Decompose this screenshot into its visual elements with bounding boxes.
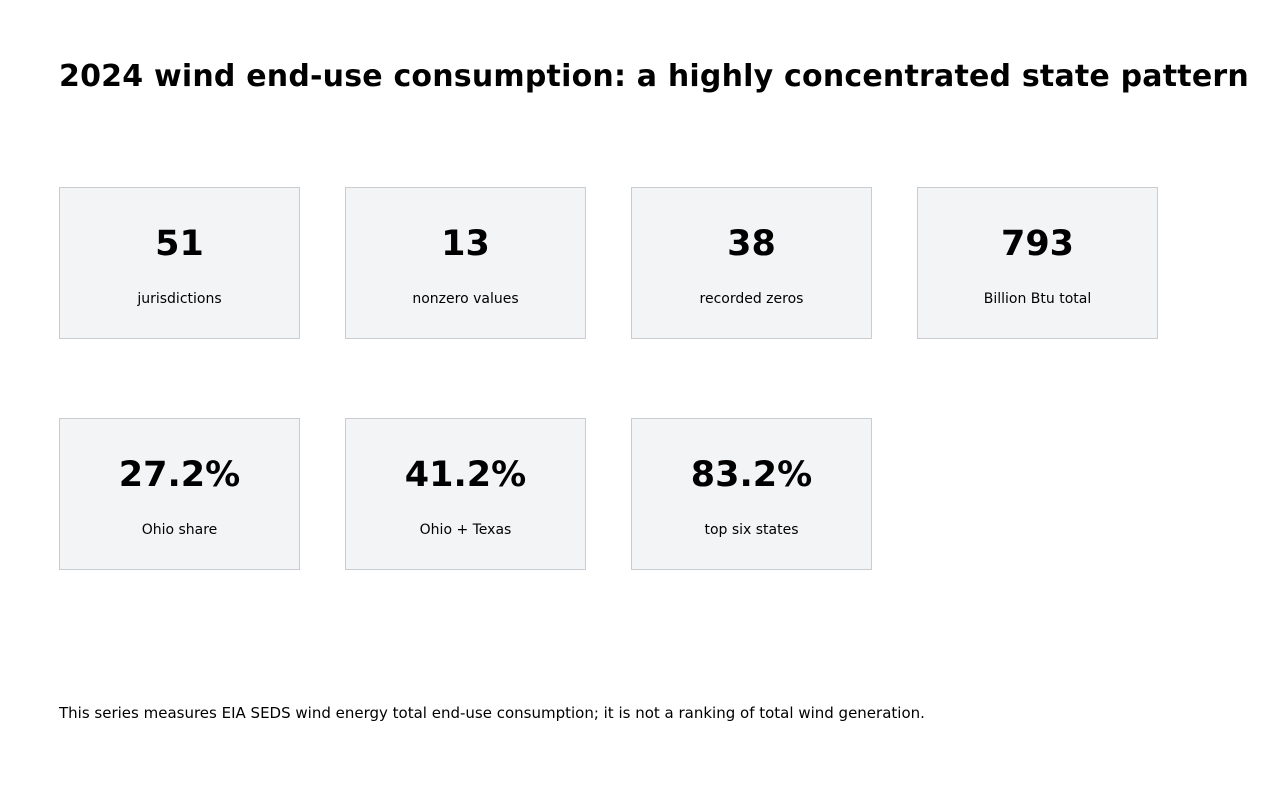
kpi-card-ohio-share: 27.2% Ohio share	[59, 418, 300, 570]
kpi-card-jurisdictions: 51 jurisdictions	[59, 187, 300, 339]
kpi-card-recorded-zeros: 38 recorded zeros	[631, 187, 872, 339]
footnote: This series measures EIA SEDS wind energ…	[59, 704, 925, 722]
kpi-label: jurisdictions	[137, 291, 222, 307]
kpi-card-ohio-texas-share: 41.2% Ohio + Texas	[345, 418, 586, 570]
kpi-label: Ohio share	[141, 522, 218, 538]
kpi-value: 38	[727, 224, 776, 264]
kpi-label: Billion Btu total	[983, 291, 1092, 307]
page-title: 2024 wind end-use consumption: a highly …	[59, 59, 1249, 94]
kpi-label: top six states	[704, 522, 799, 538]
kpi-value: 41.2%	[404, 455, 527, 495]
kpi-value: 83.2%	[690, 455, 813, 495]
kpi-label: Ohio + Texas	[419, 522, 512, 538]
kpi-label: recorded zeros	[699, 291, 804, 307]
kpi-value: 27.2%	[118, 455, 241, 495]
kpi-card-nonzero-values: 13 nonzero values	[345, 187, 586, 339]
kpi-card-total-btu: 793 Billion Btu total	[917, 187, 1158, 339]
kpi-label: nonzero values	[412, 291, 519, 307]
kpi-value: 13	[441, 224, 490, 264]
kpi-card-top-six-share: 83.2% top six states	[631, 418, 872, 570]
kpi-value: 793	[1000, 224, 1075, 264]
kpi-value: 51	[155, 224, 204, 264]
